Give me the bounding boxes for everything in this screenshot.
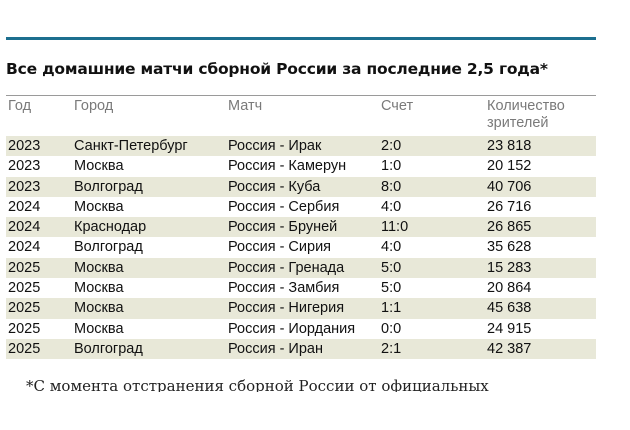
cell-score: 0:0	[381, 320, 402, 337]
table-row: 2025 Москва Россия - Иордания 0:0 24 915	[6, 319, 596, 339]
cell-attendance: 35 628	[487, 239, 532, 256]
cell-score: 8:0	[381, 178, 402, 195]
cell-score: 2:0	[381, 138, 402, 154]
cell-score: 4:0	[381, 239, 402, 256]
cell-score: 11:0	[381, 219, 409, 236]
cell-match: Россия - Иран	[228, 340, 323, 357]
cell-match: Россия - Замбия	[228, 280, 340, 297]
cell-score: 2:1	[381, 340, 402, 357]
cell-attendance: 26 865	[487, 219, 532, 236]
cell-year: 2025	[8, 300, 41, 317]
cell-match: Россия - Сирия	[228, 239, 332, 256]
cell-score: 4:0	[381, 198, 402, 215]
header-match: Матч	[228, 98, 263, 114]
cell-city: Санкт-Петербург	[74, 138, 188, 154]
cell-year: 2024	[8, 219, 41, 236]
cell-city: Волгоград	[74, 239, 143, 256]
footnote: *С момента отстранения сборной России от…	[26, 377, 489, 392]
table-header-row: Год Город Матч Счет Количество зрителей	[6, 95, 596, 136]
cell-city: Волгоград	[74, 178, 143, 195]
cell-match: Россия - Ирак	[228, 138, 322, 154]
cell-city: Москва	[74, 280, 124, 297]
cell-year: 2025	[8, 280, 41, 297]
cell-match: Россия - Бруней	[228, 219, 338, 236]
cell-city: Москва	[74, 259, 124, 276]
cell-attendance: 24 915	[487, 320, 532, 337]
cell-attendance: 15 283	[487, 259, 532, 276]
cell-year: 2023	[8, 138, 41, 154]
header-year: Год	[8, 98, 32, 114]
cell-match: Россия - Иордания	[228, 320, 356, 337]
cell-year: 2025	[8, 320, 41, 337]
header-score: Счет	[381, 98, 414, 114]
table-row: 2025 Волгоград Россия - Иран 2:1 42 387	[6, 338, 596, 360]
table-body: 2023 Санкт-Петербург Россия - Ирак 2:0 23 81…	[6, 136, 596, 360]
table-row: 2023 Санкт-Петербург Россия - Ирак 2:0 23 81…	[6, 136, 596, 157]
matches-table: Год Город Матч Счет Количество зрителей …	[6, 95, 596, 360]
cell-year: 2023	[8, 178, 41, 195]
cell-attendance: 40 706	[487, 178, 532, 195]
cell-score: 1:0	[381, 158, 402, 175]
cell-city: Москва	[74, 198, 124, 215]
cell-attendance: 23 818	[487, 138, 532, 154]
cell-attendance: 20 152	[487, 158, 532, 175]
cell-attendance: 26 716	[487, 198, 532, 215]
table-row: 2024 Москва Россия - Сербия 4:0 26 716	[6, 197, 596, 217]
cell-attendance: 45 638	[487, 300, 532, 317]
header-attendance: Количество зрителей	[487, 98, 565, 131]
cell-year: 2025	[8, 259, 41, 276]
cell-city: Краснодар	[74, 219, 147, 236]
cell-match: Россия - Гренада	[228, 259, 345, 276]
cell-city: Москва	[74, 300, 124, 317]
cell-city: Волгоград	[74, 340, 143, 357]
cell-match: Россия - Куба	[228, 178, 321, 195]
cell-attendance: 20 864	[487, 280, 532, 297]
top-accent-rule	[6, 37, 596, 40]
cell-match: Россия - Нигерия	[228, 300, 345, 317]
cell-score: 1:1	[381, 300, 402, 317]
table-row: 2025 Москва Россия - Гренада 5:0 15 283	[6, 257, 596, 279]
cell-attendance: 42 387	[487, 340, 532, 357]
table-row: 2024 Волгоград Россия - Сирия 4:0 35 628	[6, 237, 596, 257]
cell-match: Россия - Сербия	[228, 198, 340, 215]
table-row: 2025 Москва Россия - Замбия 5:0 20 864	[6, 278, 596, 298]
table-row: 2025 Москва Россия - Нигерия 1:1 45 638	[6, 298, 596, 319]
table-row: 2023 Москва Россия - Камерун 1:0 20 152	[6, 156, 596, 176]
cell-match: Россия - Камерун	[228, 158, 347, 175]
cell-city: Москва	[74, 158, 124, 175]
cell-score: 5:0	[381, 259, 402, 276]
cell-score: 5:0	[381, 280, 402, 297]
cell-year: 2023	[8, 158, 41, 175]
header-city: Город	[74, 98, 114, 114]
table-row: 2023 Волгоград Россия - Куба 8:0 40 706	[6, 176, 596, 197]
cell-year: 2024	[8, 239, 41, 256]
table-title: Все домашние матчи сборной России за пос…	[6, 60, 548, 78]
table-row: 2024 Краснодар Россия - Бруней 11:0 26 865	[6, 217, 596, 238]
cell-city: Москва	[74, 320, 124, 337]
cell-year: 2024	[8, 198, 41, 215]
cell-year: 2025	[8, 340, 41, 357]
